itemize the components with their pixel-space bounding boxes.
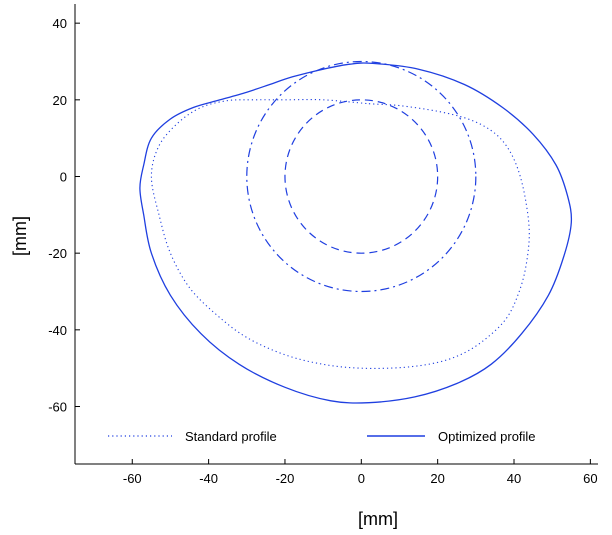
legend-entry-label: Standard profile	[185, 429, 277, 444]
reference-circle-r30	[246, 60, 477, 293]
x-tick-label: -40	[199, 471, 218, 486]
y-tick-label: -60	[48, 400, 67, 415]
x-tick-label: 40	[507, 471, 521, 486]
legend-entry-label: Optimized profile	[438, 429, 536, 444]
y-tick-label: -20	[48, 246, 67, 261]
legend: Standard profile Optimized profile	[108, 429, 536, 444]
x-tick-label: 60	[583, 471, 597, 486]
x-tick-label: -60	[123, 471, 142, 486]
x-tick-label: -20	[276, 471, 295, 486]
y-tick-label: 40	[53, 16, 67, 31]
x-tick-label: 0	[358, 471, 365, 486]
x-tick-label: 20	[430, 471, 444, 486]
y-tick-label: 20	[53, 93, 67, 108]
series-optimized-profile	[139, 62, 573, 404]
y-axis-label: [mm]	[10, 216, 30, 256]
plot-area	[74, 4, 598, 465]
ticks: -60 -40 -20 0 20 40 60 -60 -40 -20 0 20 40	[48, 16, 597, 486]
y-tick-label: -40	[48, 323, 67, 338]
y-tick-label: 0	[60, 170, 67, 185]
reference-circle-r20	[284, 99, 439, 254]
x-axis-label: [mm]	[358, 509, 398, 529]
series-layer	[139, 60, 573, 404]
series-standard-profile	[150, 98, 530, 369]
